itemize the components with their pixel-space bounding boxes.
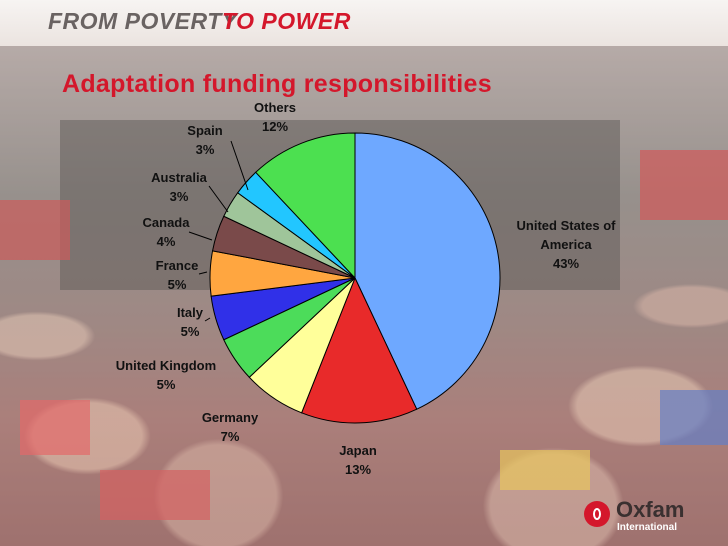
data-label-france: France 5%: [156, 258, 199, 292]
header-text-from-poverty: FROM POVERTY: [48, 8, 238, 34]
background-flag: [660, 390, 728, 445]
oxfam-logo-icon: [584, 501, 610, 527]
header-strip: FROM POVERTY TO POWER: [0, 0, 728, 46]
data-label-australia: Australia 3%: [151, 170, 207, 204]
data-label-united-states-of-america: United States of America 43%: [517, 218, 617, 271]
chart-title: Adaptation funding responsibilities: [62, 70, 492, 98]
logo-subtitle: International: [617, 522, 678, 533]
pie-slice-united-states-of-america: [354, 132, 501, 410]
leader-line-canada: [188, 231, 213, 241]
data-label-spain: Spain 3%: [187, 123, 222, 157]
pie-slice-others: [255, 132, 356, 280]
data-label-united-kingdom: United Kingdom 5%: [116, 358, 216, 392]
leader-line-france: [198, 271, 208, 275]
background-flag: [100, 470, 210, 520]
leader-line-italy: [204, 317, 211, 322]
data-label-italy: Italy 5%: [177, 305, 204, 339]
background-flag: [20, 400, 90, 455]
background-flag: [640, 150, 728, 220]
background-flag: [500, 450, 590, 490]
data-label-others: Others 12%: [254, 100, 296, 134]
leader-line-spain: [230, 140, 249, 191]
data-label-canada: Canada 4%: [143, 215, 191, 249]
background-flag: [0, 200, 70, 260]
data-label-japan: Japan 13%: [339, 443, 377, 477]
oxfam-logo: Oxfam International: [576, 497, 706, 537]
data-label-germany: Germany 7%: [202, 410, 259, 444]
pie-slice-japan: [300, 276, 418, 424]
header-text-to-power: TO POWER: [222, 8, 351, 34]
leader-line-australia: [208, 185, 229, 213]
logo-name: Oxfam: [616, 497, 685, 522]
